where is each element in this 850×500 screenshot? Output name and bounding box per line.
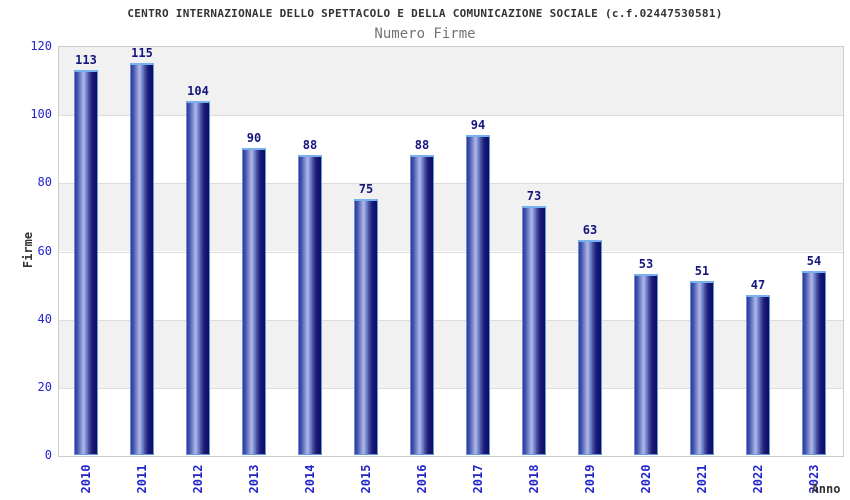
x-tick-label: 2017 (471, 464, 485, 494)
y-tick-label: 40 (37, 311, 52, 326)
x-tick-label: 2019 (583, 464, 597, 494)
x-tick-label: 2022 (751, 464, 765, 494)
y-tick-label: 0 (44, 448, 52, 462)
bar (410, 155, 434, 455)
x-tick-label: 2016 (415, 464, 429, 494)
bar (130, 63, 154, 455)
bar (522, 206, 546, 455)
bar (242, 148, 266, 455)
chart-title: CENTRO INTERNAZIONALE DELLO SPETTACOLO E… (127, 7, 723, 20)
plot-area (58, 46, 844, 457)
plot-band (59, 251, 843, 320)
bar-value-label: 88 (302, 138, 318, 153)
bar-value-label: 88 (414, 138, 430, 153)
gridline (59, 387, 843, 389)
gridline (59, 319, 843, 321)
bar-value-label: 73 (526, 189, 542, 204)
bar-value-label: 104 (187, 83, 209, 98)
plot-band (59, 319, 843, 388)
x-tick-label: 2014 (303, 464, 317, 494)
bar (298, 155, 322, 455)
bar (746, 294, 770, 455)
x-tick-label: 2018 (527, 464, 541, 494)
y-tick-label: 120 (30, 39, 52, 53)
bar-value-label: 51 (694, 264, 710, 279)
bar (578, 240, 602, 455)
x-axis-label: Anno (811, 482, 841, 496)
bar-value-label: 90 (246, 131, 262, 146)
gridline (59, 115, 843, 117)
bar (186, 100, 210, 455)
plot-band (59, 183, 843, 252)
bar (74, 69, 98, 455)
bar-value-label: 63 (582, 223, 598, 238)
bar (466, 134, 490, 455)
x-tick-label: 2010 (79, 464, 93, 494)
bar (690, 281, 714, 455)
x-tick-label: 2011 (135, 464, 149, 494)
chart-subtitle: Numero Firme (374, 26, 476, 42)
x-tick-label: 2015 (359, 464, 373, 494)
plot-band (59, 387, 843, 456)
bar-value-label: 54 (806, 253, 822, 268)
bar (802, 270, 826, 455)
gridline (59, 251, 843, 253)
x-tick-label: 2020 (639, 464, 653, 494)
bar (354, 199, 378, 455)
y-tick-label: 80 (37, 175, 52, 190)
bar-value-label: 113 (75, 52, 97, 67)
y-axis-label: Firme (21, 231, 35, 269)
x-tick-label: 2012 (191, 464, 205, 494)
x-tick-label: 2021 (695, 464, 709, 494)
y-tick-label: 20 (37, 379, 52, 394)
bar-value-label: 94 (470, 117, 486, 132)
bar-value-label: 47 (750, 277, 766, 292)
plot-band (59, 47, 843, 116)
bar (634, 274, 658, 455)
y-tick-label: 100 (30, 107, 52, 122)
x-tick-label: 2013 (247, 464, 261, 494)
gridline (59, 183, 843, 185)
y-tick-label: 60 (37, 243, 52, 258)
bar-value-label: 75 (358, 182, 374, 197)
bar-value-label: 53 (638, 257, 654, 272)
bar-value-label: 115 (131, 46, 153, 61)
